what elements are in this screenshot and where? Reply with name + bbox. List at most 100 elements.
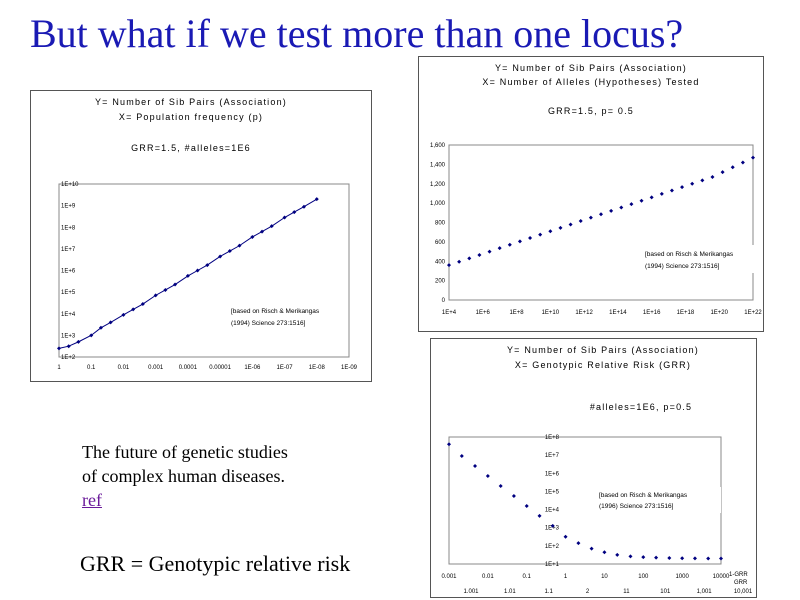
x-tick-label: 1E+22 xyxy=(744,310,762,316)
data-point xyxy=(751,155,755,160)
x-tick-label: 1E+10 xyxy=(542,310,560,316)
data-point xyxy=(447,263,451,268)
chart-population-frequency: Y= Number of Sib Pairs (Association) X= … xyxy=(30,90,372,382)
data-point xyxy=(218,254,223,259)
y-tick-label: 1E+4 xyxy=(545,508,560,514)
chart-subtitle: X= Number of Alleles (Hypotheses) Tested xyxy=(482,77,699,87)
data-point xyxy=(649,195,654,200)
data-point xyxy=(76,339,81,344)
x-tick-label: 1E+8 xyxy=(509,310,524,316)
chart-note-line2: (1994) Science 273:1516] xyxy=(645,263,720,270)
x-tick-label: 1 xyxy=(564,574,568,580)
y-tick-label: 1E+6 xyxy=(545,471,560,477)
data-point xyxy=(550,523,555,528)
chart-note-line1: [based on Risch & Merikangas xyxy=(231,308,320,315)
y-tick-label: 400 xyxy=(435,259,446,265)
data-point xyxy=(314,197,319,202)
y-tick-label: 1,600 xyxy=(430,143,446,149)
x-end-label: 1-GRR xyxy=(729,572,748,578)
data-point xyxy=(485,474,490,479)
x-tick-label: 1E+4 xyxy=(442,310,457,316)
data-point xyxy=(563,534,568,539)
x-tick-label: 10 xyxy=(601,574,608,580)
y-tick-label: 1E+7 xyxy=(545,453,560,459)
x-tick-label: 1E+20 xyxy=(710,310,728,316)
chart-genotypic-relative-risk-svg: Y= Number of Sib Pairs (Association) X= … xyxy=(441,345,753,595)
chart-title: Y= Number of Sib Pairs (Association) xyxy=(95,97,287,107)
data-point xyxy=(639,198,644,203)
data-point xyxy=(659,191,664,196)
x-tick-label: 0.01 xyxy=(118,365,130,371)
data-point xyxy=(524,503,529,508)
data-point xyxy=(140,302,145,307)
grr-definition: GRR = Genotypic relative risk xyxy=(80,551,351,576)
y-tick-label: 1E+10 xyxy=(61,182,79,188)
x-tick-label: 0.001 xyxy=(441,574,457,580)
y-tick-label: 1E+3 xyxy=(61,333,76,339)
data-point xyxy=(654,555,659,560)
y-tick-label: 1E+9 xyxy=(61,204,76,210)
data-point xyxy=(195,268,200,273)
data-point xyxy=(269,224,274,229)
data-point xyxy=(588,215,593,220)
x-tick-label: 10000 xyxy=(713,574,730,580)
data-point xyxy=(66,344,71,349)
chart-params: GRR=1.5, p= 0.5 xyxy=(548,106,634,116)
chart-subtitle: X= Genotypic Relative Risk (GRR) xyxy=(515,360,691,370)
data-point xyxy=(706,556,711,561)
y-tick-label: 600 xyxy=(435,240,446,246)
data-point xyxy=(57,346,61,351)
data-point xyxy=(250,234,255,239)
x-tick-label-grr: 1.1 xyxy=(545,589,554,595)
x-tick-label: 1E+16 xyxy=(643,310,661,316)
y-tick-label: 1,000 xyxy=(430,201,446,207)
chart-note-line1: [based on Risch & Merikangas xyxy=(599,492,688,499)
y-tick-label: 1E+2 xyxy=(545,544,560,550)
data-point xyxy=(720,170,725,175)
note-background xyxy=(641,245,763,273)
data-point xyxy=(609,208,614,213)
data-point xyxy=(498,483,503,488)
data-point xyxy=(517,239,522,244)
data-point xyxy=(528,236,533,240)
data-point xyxy=(205,263,210,268)
ref-link[interactable]: ref xyxy=(82,490,102,510)
data-point xyxy=(131,307,136,312)
data-point xyxy=(457,259,462,264)
data-point xyxy=(690,181,695,186)
data-point xyxy=(507,242,512,247)
note-background xyxy=(597,487,721,513)
data-point xyxy=(602,550,607,555)
x-tick-label-grr: 10,001 xyxy=(734,589,753,595)
chart-alleles-tested-svg: Y= Number of Sib Pairs (Association) X= … xyxy=(430,63,763,316)
x-tick-label: 1E-07 xyxy=(277,365,294,371)
data-point xyxy=(740,160,745,165)
x-tick-label: 0.0001 xyxy=(179,365,198,371)
x-end-label-grr: GRR xyxy=(734,580,748,586)
y-tick-label: 200 xyxy=(435,279,446,285)
y-tick-label: 800 xyxy=(435,221,446,227)
chart-params: GRR=1.5, #alleles=1E6 xyxy=(131,143,251,153)
x-tick-label-grr: 2 xyxy=(586,589,590,595)
data-point xyxy=(680,185,685,190)
data-point xyxy=(628,554,633,559)
data-point xyxy=(589,546,594,551)
x-tick-label-grr: 101 xyxy=(660,589,671,595)
data-point xyxy=(121,312,126,317)
chart-note-line2: (1996) Science 273:1516] xyxy=(599,503,674,510)
data-point xyxy=(185,273,190,278)
x-tick-label: 1E-08 xyxy=(309,365,326,371)
y-tick-label: 1E+3 xyxy=(545,526,560,532)
data-point xyxy=(669,188,674,193)
data-point xyxy=(619,205,624,210)
y-tick-label: 1E+7 xyxy=(61,247,76,253)
x-tick-label: 1 xyxy=(57,365,61,371)
chart-title: Y= Number of Sib Pairs (Association) xyxy=(495,63,687,73)
x-tick-label: 1E-09 xyxy=(341,365,358,371)
data-point xyxy=(477,252,482,257)
data-point xyxy=(538,232,543,237)
y-tick-label: 1E+2 xyxy=(61,355,76,361)
plot-area xyxy=(448,144,754,301)
data-point xyxy=(629,202,634,207)
chart-note-line2: (1994) Science 273:1516] xyxy=(231,320,306,327)
